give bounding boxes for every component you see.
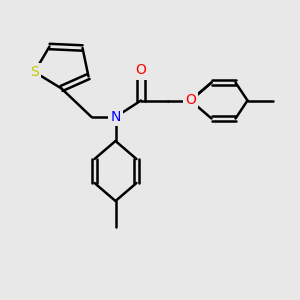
Text: O: O <box>136 64 146 77</box>
Text: S: S <box>30 65 39 79</box>
Text: N: N <box>110 110 121 124</box>
Text: O: O <box>185 94 196 107</box>
